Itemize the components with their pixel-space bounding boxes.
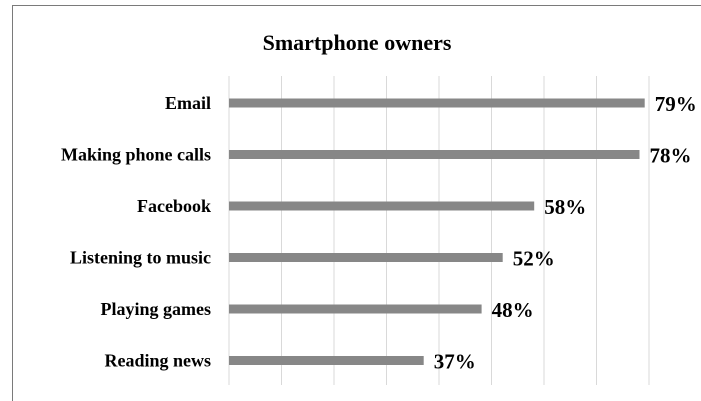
category-label: Making phone calls: [61, 145, 211, 165]
data-label: 52%: [513, 247, 555, 271]
bar: [229, 98, 645, 108]
bar: [229, 150, 640, 159]
category-labels: Email Making phone calls Facebook Listening…: [61, 93, 211, 371]
category-label: Facebook: [137, 196, 211, 216]
category-label: Email: [165, 93, 211, 113]
gridlines: [228, 76, 650, 385]
bars: [229, 98, 645, 365]
bar: [229, 356, 424, 365]
bar: [229, 253, 503, 262]
data-label: 79%: [655, 92, 697, 116]
data-label: 78%: [650, 144, 692, 168]
data-labels: 79% 78% 58% 52% 48% 37%: [434, 92, 697, 374]
bar: [229, 304, 482, 314]
data-label: 37%: [434, 350, 476, 374]
data-label: 58%: [544, 195, 586, 219]
chart-title: Smartphone owners: [263, 30, 452, 55]
bar: [229, 201, 535, 211]
category-label: Listening to music: [70, 248, 211, 268]
category-label: Reading news: [104, 351, 211, 371]
data-label: 48%: [492, 298, 534, 322]
category-label: Playing games: [101, 299, 212, 319]
